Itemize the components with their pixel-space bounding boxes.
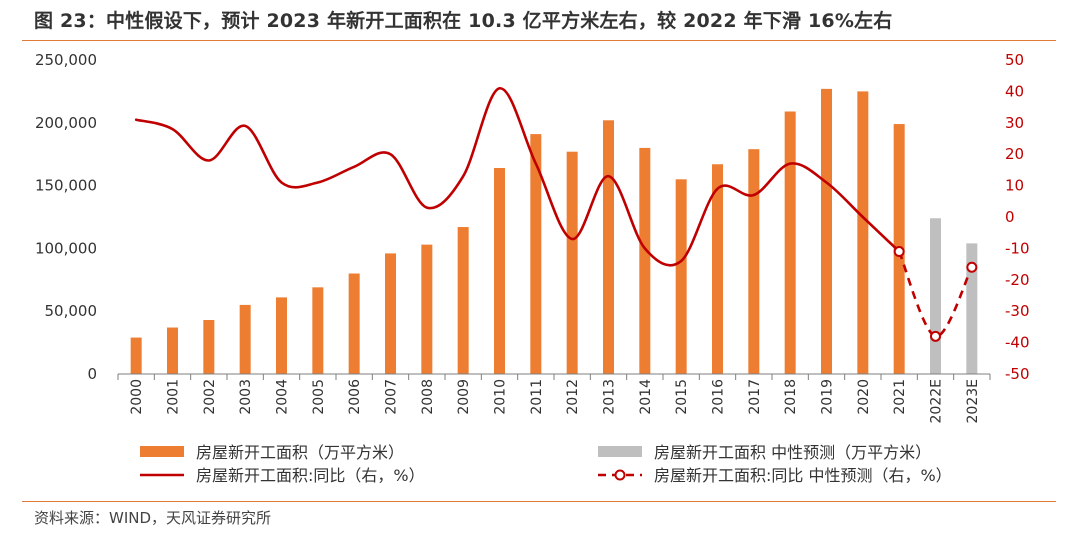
source-note: 资料来源：WIND，天风证券研究所 <box>34 509 272 527</box>
bar-actual <box>312 287 324 374</box>
bar-actual <box>748 149 760 374</box>
left-axis-tick-label: 200,000 <box>35 114 97 132</box>
right-axis-tick-label: 40 <box>1005 82 1024 100</box>
x-axis-tick-label: 2021 <box>892 379 908 415</box>
right-axis-tick-label: -50 <box>1005 365 1030 383</box>
figure-title: 图 23：中性假设下，预计 2023 年新开工面积在 10.3 亿平方米左右，较… <box>34 10 893 32</box>
right-axis-tick-label: 50 <box>1005 51 1024 69</box>
x-axis-tick-label: 2004 <box>275 379 291 415</box>
legend-label: 房屋新开工面积:同比 中性预测（右，%） <box>654 466 952 485</box>
legend-swatch-bar-actual <box>140 446 184 457</box>
legend-swatch-marker <box>614 469 626 481</box>
right-axis: -50 -40 -30 -20 -10 0 10 20 30 40 50 <box>1005 51 1030 383</box>
bar-forecast <box>930 218 941 374</box>
x-axis-tick-label: 2015 <box>674 379 690 415</box>
bar-actual <box>639 147 651 374</box>
yoy-line <box>134 87 901 267</box>
bar-actual <box>530 134 542 374</box>
x-axis-tick-label: 2011 <box>529 379 545 415</box>
bar-actual <box>457 227 469 374</box>
left-axis-tick-label: 100,000 <box>35 239 97 257</box>
x-axis-tick-label: 2008 <box>420 379 436 415</box>
x-axis-tick-label: 2020 <box>856 379 872 415</box>
legend: 房屋新开工面积（万平方米） 房屋新开工面积 中性预测（万平方米） 房屋新开工面积:同… <box>140 443 952 485</box>
right-axis-tick-label: 0 <box>1005 208 1015 226</box>
x-axis-tick-label: 2006 <box>347 379 363 415</box>
bar-actual <box>566 151 578 374</box>
legend-swatch-bar-forecast <box>598 446 642 457</box>
x-axis-tick-label: 2013 <box>602 379 618 415</box>
bar-actual <box>421 244 433 374</box>
left-axis-tick-label: 0 <box>87 365 97 383</box>
legend-label: 房屋新开工面积 中性预测（万平方米） <box>654 443 931 462</box>
bar-actual <box>494 168 505 374</box>
bar-actual <box>712 164 723 374</box>
x-axis-tick-label: 2023E <box>965 379 981 423</box>
x-axis-tick-label: 2022E <box>929 379 945 423</box>
x-axis: 2000 2001 2002 2003 2004 2005 2006 2007 2008 2009… <box>117 373 991 423</box>
bar-actual <box>203 319 215 374</box>
bar-actual <box>348 273 360 374</box>
bar-actual <box>167 327 178 374</box>
right-axis-tick-label: 30 <box>1005 114 1024 132</box>
x-axis-tick-label: 2016 <box>711 379 727 415</box>
bar-actual <box>385 253 396 374</box>
bar-actual <box>675 179 687 374</box>
yoy-forecast-marker <box>966 261 978 273</box>
left-axis: 0 50,000 100,000 150,000 200,000 250,000 <box>35 51 97 383</box>
title-rule <box>22 40 1056 41</box>
bar-actual <box>784 111 796 374</box>
source-rule <box>22 501 1056 502</box>
bar-actual <box>821 88 832 374</box>
right-axis-tick-label: 20 <box>1005 145 1024 163</box>
right-axis-tick-label: 10 <box>1005 177 1024 195</box>
x-axis-tick-label: 2014 <box>638 379 654 415</box>
x-axis-tick-label: 2002 <box>202 379 218 415</box>
left-axis-tick-label: 50,000 <box>45 302 98 320</box>
x-axis-tick-label: 2019 <box>820 379 836 415</box>
x-axis-tick-label: 2018 <box>783 379 799 415</box>
legend-label: 房屋新开工面积:同比（右，%） <box>196 466 425 485</box>
x-axis-tick-label: 2010 <box>493 379 509 415</box>
x-axis-tick-label: 2000 <box>129 379 145 415</box>
bar-actual <box>276 297 287 374</box>
yoy-forecast-marker <box>893 246 905 258</box>
x-axis-tick-label: 2003 <box>238 379 254 415</box>
left-axis-tick-label: 150,000 <box>35 177 97 195</box>
left-axis-tick-label: 250,000 <box>35 51 97 69</box>
bar-actual <box>239 304 251 374</box>
x-axis-tick-label: 2005 <box>311 379 327 415</box>
x-axis-tick-label: 2012 <box>565 379 581 415</box>
bar-series <box>130 88 978 375</box>
right-axis-tick-label: -40 <box>1005 334 1030 352</box>
bar-actual <box>857 91 869 375</box>
yoy-forecast-marker <box>930 330 941 342</box>
right-axis-tick-label: -20 <box>1005 271 1030 289</box>
x-axis-tick-label: 2001 <box>166 379 182 415</box>
bar-actual <box>603 120 614 375</box>
x-axis-tick-label: 2007 <box>384 379 400 415</box>
bar-forecast <box>966 243 978 374</box>
right-axis-tick-label: -10 <box>1005 239 1030 257</box>
right-axis-tick-label: -30 <box>1005 302 1030 320</box>
x-axis-tick-label: 2017 <box>747 379 763 415</box>
x-axis-tick-label: 2009 <box>456 379 472 415</box>
legend-label: 房屋新开工面积（万平方米） <box>196 443 404 462</box>
line-series <box>134 87 978 342</box>
bar-actual <box>130 337 142 374</box>
